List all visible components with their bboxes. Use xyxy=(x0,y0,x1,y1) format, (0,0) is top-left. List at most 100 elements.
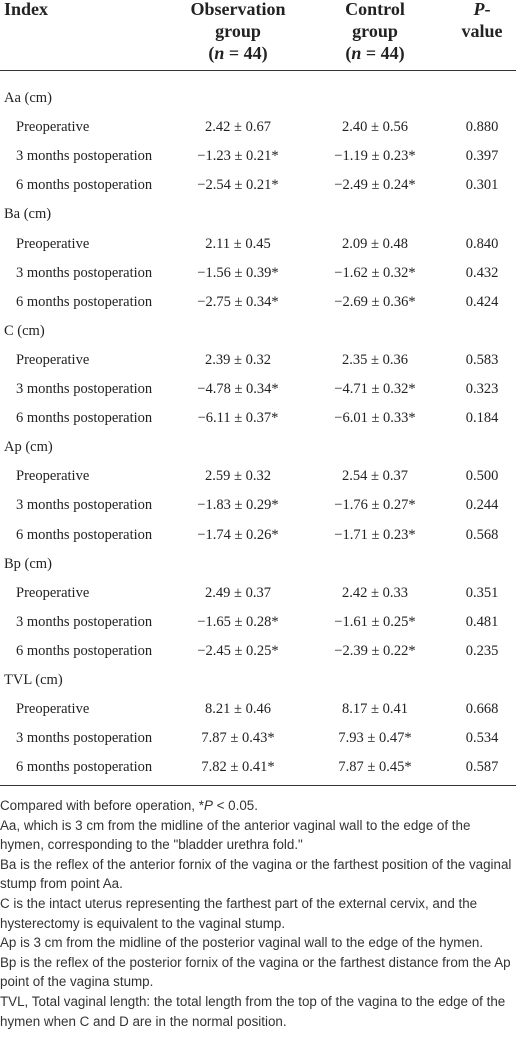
value-cell: −6.01 ± 0.33* xyxy=(334,410,416,427)
value-cell: 8.17 ± 0.41 xyxy=(342,701,408,718)
value-cell: −1.76 ± 0.27* xyxy=(334,497,416,514)
value-cell: 0.880 xyxy=(465,119,499,136)
group-label: C (cm) xyxy=(4,322,45,339)
value-cell: −2.54 ± 0.21* xyxy=(197,177,279,194)
value-cell: −1.23 ± 0.21* xyxy=(197,148,279,165)
value-cell: 2.11 ± 0.45 xyxy=(205,235,271,252)
value-cell: 0.587 xyxy=(465,759,499,776)
row-label: 6 months postoperation xyxy=(16,410,153,427)
header-cell: P- xyxy=(382,0,516,20)
value-cell: 2.09 ± 0.48 xyxy=(342,235,408,252)
row-label: 3 months postoperation xyxy=(16,264,153,281)
value-cell: 0.184 xyxy=(465,410,499,427)
value-cell: 7.93 ± 0.47* xyxy=(338,730,412,747)
bottom-rule xyxy=(0,785,516,786)
text-run: Aa, which is 3 cm from the midline of th… xyxy=(0,817,471,853)
text-run: group xyxy=(352,21,398,41)
value-cell: −2.75 ± 0.34* xyxy=(197,293,279,310)
row-label: 3 months postoperation xyxy=(16,148,153,165)
text-run: Bp is the reflex of the posterior fornix… xyxy=(0,954,511,990)
value-cell: 0.481 xyxy=(465,613,499,630)
text-run: Ba is the reflex of the anterior fornix … xyxy=(0,856,512,892)
value-cell: −4.71 ± 0.32* xyxy=(334,381,416,397)
text-run: - xyxy=(484,0,491,19)
text-run: = 44) xyxy=(224,43,268,63)
text-run: P xyxy=(203,798,213,813)
row-label: Preoperative xyxy=(16,235,90,252)
value-cell: −1.74 ± 0.26* xyxy=(197,526,279,543)
footnote: Ba is the reflex of the anterior fornix … xyxy=(0,855,512,894)
text-run: ( xyxy=(208,43,215,63)
value-cell: 0.351 xyxy=(465,584,499,601)
footnote: TVL, Total vaginal length: the total len… xyxy=(0,992,512,1031)
group-label: TVL (cm) xyxy=(4,672,63,688)
value-cell: −1.65 ± 0.28* xyxy=(197,613,279,630)
text-run: n xyxy=(351,43,362,63)
row-label: 3 months postoperation xyxy=(16,497,153,514)
value-cell: 2.42 ± 0.67 xyxy=(205,119,271,136)
value-cell: 0.583 xyxy=(465,351,499,368)
value-cell: −1.19 ± 0.23* xyxy=(334,148,416,165)
header-cell: group xyxy=(275,20,475,42)
header-rule xyxy=(0,70,516,71)
value-cell: −2.39 ± 0.22* xyxy=(334,642,416,659)
group-label: Bp (cm) xyxy=(4,555,52,572)
header-cell: Observation xyxy=(138,0,338,20)
row-label: 6 months postoperation xyxy=(16,293,153,310)
row-label: Preoperative xyxy=(16,468,90,485)
text-run: Ap is 3 cm from the midline of the poste… xyxy=(0,935,484,951)
value-cell: 2.59 ± 0.32 xyxy=(205,468,271,485)
value-cell: −1.56 ± 0.39* xyxy=(197,264,279,281)
text-run: = 44) xyxy=(361,43,405,63)
footnote: Ap is 3 cm from the midline of the poste… xyxy=(0,933,512,953)
text-run: Control xyxy=(345,0,405,19)
row-label: Preoperative xyxy=(16,584,90,601)
row-label: 6 months postoperation xyxy=(16,526,153,543)
value-cell: −1.62 ± 0.32* xyxy=(334,264,416,281)
row-label: 6 months postoperation xyxy=(16,177,153,194)
header-cell: (n = 44) xyxy=(138,42,338,64)
header-cell: Index xyxy=(4,0,48,20)
value-cell: 2.54 ± 0.37 xyxy=(342,468,408,485)
footnote: C is the intact uterus representing the … xyxy=(0,894,512,933)
row-label: 3 months postoperation xyxy=(16,613,153,630)
value-cell: 0.432 xyxy=(465,264,499,281)
value-cell: 0.301 xyxy=(465,177,499,194)
footnote: Bp is the reflex of the posterior fornix… xyxy=(0,953,512,992)
value-cell: −1.61 ± 0.25* xyxy=(334,613,416,630)
value-cell: 0.568 xyxy=(465,526,499,543)
row-label: Preoperative xyxy=(16,351,90,368)
value-cell: 2.35 ± 0.36 xyxy=(342,351,408,368)
value-cell: 2.39 ± 0.32 xyxy=(205,351,271,368)
text-run: ( xyxy=(345,43,352,63)
value-cell: 7.87 ± 0.45* xyxy=(338,759,412,776)
row-label: 3 months postoperation xyxy=(16,381,153,397)
value-cell: 0.235 xyxy=(465,642,499,659)
header-cell: Control xyxy=(275,0,475,20)
row-label: Preoperative xyxy=(16,701,90,718)
value-cell: 2.40 ± 0.56 xyxy=(342,119,408,136)
text-run: < 0.05. xyxy=(212,798,258,813)
value-cell: 2.42 ± 0.33 xyxy=(342,584,408,601)
value-cell: −6.11 ± 0.37* xyxy=(197,410,279,427)
value-cell: 0.500 xyxy=(465,468,499,485)
row-label: 6 months postoperation xyxy=(16,759,153,776)
value-cell: 8.21 ± 0.46 xyxy=(205,701,271,718)
row-label: 6 months postoperation xyxy=(16,642,153,659)
header-cell: (n = 44) xyxy=(275,42,475,64)
value-cell: −2.49 ± 0.24* xyxy=(334,177,416,194)
value-cell: 2.49 ± 0.37 xyxy=(205,584,271,601)
value-cell: −2.45 ± 0.25* xyxy=(197,642,279,659)
row-label: 3 months postoperation xyxy=(16,730,153,747)
footnote: Aa, which is 3 cm from the midline of th… xyxy=(0,816,512,855)
value-cell: 0.668 xyxy=(465,701,499,718)
row-label: Preoperative xyxy=(16,119,90,136)
text-run: P xyxy=(473,0,485,19)
text-run: Observation xyxy=(190,0,286,19)
footnotes: Compared with before operation, *P < 0.0… xyxy=(0,796,512,1031)
value-cell: 0.424 xyxy=(465,293,499,310)
text-run: group xyxy=(215,21,261,41)
text-run: Compared with before operation, * xyxy=(0,798,204,813)
value-cell: 7.82 ± 0.41* xyxy=(201,759,275,776)
value-cell: −1.71 ± 0.23* xyxy=(334,526,416,543)
